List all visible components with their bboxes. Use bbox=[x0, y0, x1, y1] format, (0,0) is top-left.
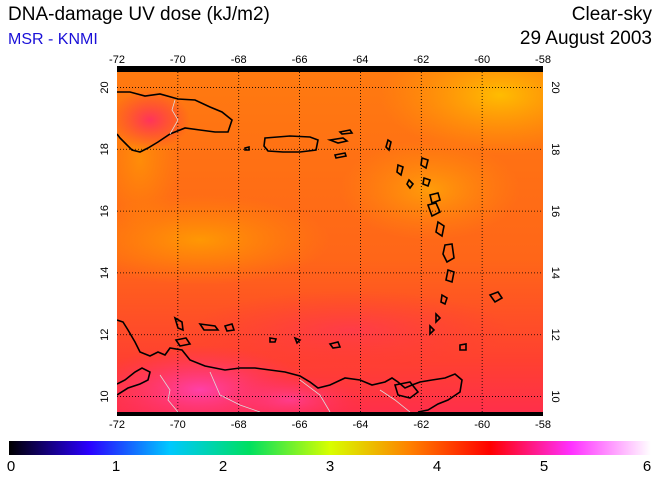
latitude-tick-label: 12 bbox=[99, 329, 111, 341]
island bbox=[396, 163, 404, 177]
top-frame-bar bbox=[117, 66, 543, 72]
longitude-tick-label: -58 bbox=[535, 54, 551, 66]
longitude-tick-label: -72 bbox=[109, 419, 125, 431]
colorbar-tick-label: 4 bbox=[432, 458, 442, 475]
colorbar bbox=[9, 441, 651, 455]
date-label: 29 August 2003 bbox=[519, 28, 652, 49]
hispaniola-coast bbox=[117, 91, 233, 153]
latitude-tick-label: 10 bbox=[549, 390, 561, 402]
latitude-tick-label: 10 bbox=[99, 390, 111, 402]
colorbar-tick-label: 3 bbox=[325, 458, 335, 475]
longitude-tick-label: -70 bbox=[170, 419, 186, 431]
longitude-tick-label: -72 bbox=[109, 54, 125, 66]
south-america-coast bbox=[117, 319, 463, 412]
source-label: MSR - KNMI bbox=[8, 31, 98, 48]
sky-condition-label: Clear-sky bbox=[571, 4, 652, 25]
island bbox=[459, 343, 467, 351]
island bbox=[420, 156, 429, 170]
latitude-tick-label: 18 bbox=[99, 143, 111, 155]
paria-coast bbox=[393, 381, 420, 399]
island bbox=[173, 316, 184, 332]
longitude-tick-label: -58 bbox=[535, 419, 551, 431]
colorbar-tick-label: 1 bbox=[111, 458, 121, 475]
country-borders bbox=[159, 99, 411, 412]
longitude-tick-label: -68 bbox=[231, 419, 247, 431]
colorbar-tick-label: 2 bbox=[218, 458, 228, 475]
bottom-longitude-labels: -72 -70 -68 -66 -64 -62 -60 -58 bbox=[109, 419, 551, 431]
latitude-tick-label: 12 bbox=[549, 329, 561, 341]
left-latitude-labels: 20 18 16 14 12 10 bbox=[99, 81, 111, 402]
latitude-tick-label: 14 bbox=[99, 267, 111, 279]
longitude-tick-label: -60 bbox=[474, 54, 490, 66]
top-longitude-labels: -72 -70 -68 -66 -64 -62 -60 -58 bbox=[109, 54, 551, 66]
latitude-tick-label: 14 bbox=[549, 267, 561, 279]
longitude-tick-label: -64 bbox=[352, 419, 368, 431]
puerto-rico-coast bbox=[263, 135, 319, 153]
longitude-tick-label: -64 bbox=[352, 54, 368, 66]
island bbox=[406, 178, 415, 190]
maracaibo-coast bbox=[117, 367, 151, 396]
colorbar-tick-label: 0 bbox=[6, 458, 16, 475]
island bbox=[435, 220, 445, 238]
latitude-tick-label: 16 bbox=[549, 205, 561, 217]
island bbox=[198, 322, 220, 331]
longitude-tick-label: -60 bbox=[474, 419, 490, 431]
island bbox=[422, 176, 432, 188]
island bbox=[223, 323, 236, 332]
latitude-tick-label: 20 bbox=[549, 81, 561, 93]
longitude-tick-label: -70 bbox=[170, 54, 186, 66]
island bbox=[445, 268, 455, 284]
longitude-tick-label: -66 bbox=[292, 419, 308, 431]
island bbox=[442, 243, 455, 264]
longitude-tick-label: -62 bbox=[413, 54, 429, 66]
island bbox=[385, 138, 392, 152]
colorbar-tick-label: 5 bbox=[539, 458, 549, 475]
island bbox=[488, 291, 504, 304]
virgin-islands-coast bbox=[244, 129, 354, 159]
latitude-tick-label: 18 bbox=[549, 143, 561, 155]
graticule bbox=[117, 72, 543, 412]
island bbox=[174, 337, 192, 347]
uv-dose-map: -72 -70 -68 -66 -64 -62 -60 -58 -72 -70 -68 -66 -64… bbox=[99, 54, 561, 431]
longitude-tick-label: -68 bbox=[231, 54, 247, 66]
island bbox=[269, 336, 342, 349]
colorbar-tick-label: 6 bbox=[642, 458, 652, 475]
bottom-frame-bar bbox=[117, 412, 543, 416]
longitude-tick-label: -62 bbox=[413, 419, 429, 431]
island bbox=[429, 192, 441, 205]
island bbox=[426, 202, 442, 218]
island bbox=[429, 312, 442, 336]
latitude-tick-label: 20 bbox=[99, 81, 111, 93]
island bbox=[440, 293, 448, 306]
chart-title: DNA-damage UV dose (kJ/m2) bbox=[8, 4, 270, 25]
longitude-tick-label: -66 bbox=[292, 54, 308, 66]
right-latitude-labels: 20 18 16 14 12 10 bbox=[549, 81, 561, 402]
coastlines bbox=[117, 91, 504, 412]
latitude-tick-label: 16 bbox=[99, 205, 111, 217]
